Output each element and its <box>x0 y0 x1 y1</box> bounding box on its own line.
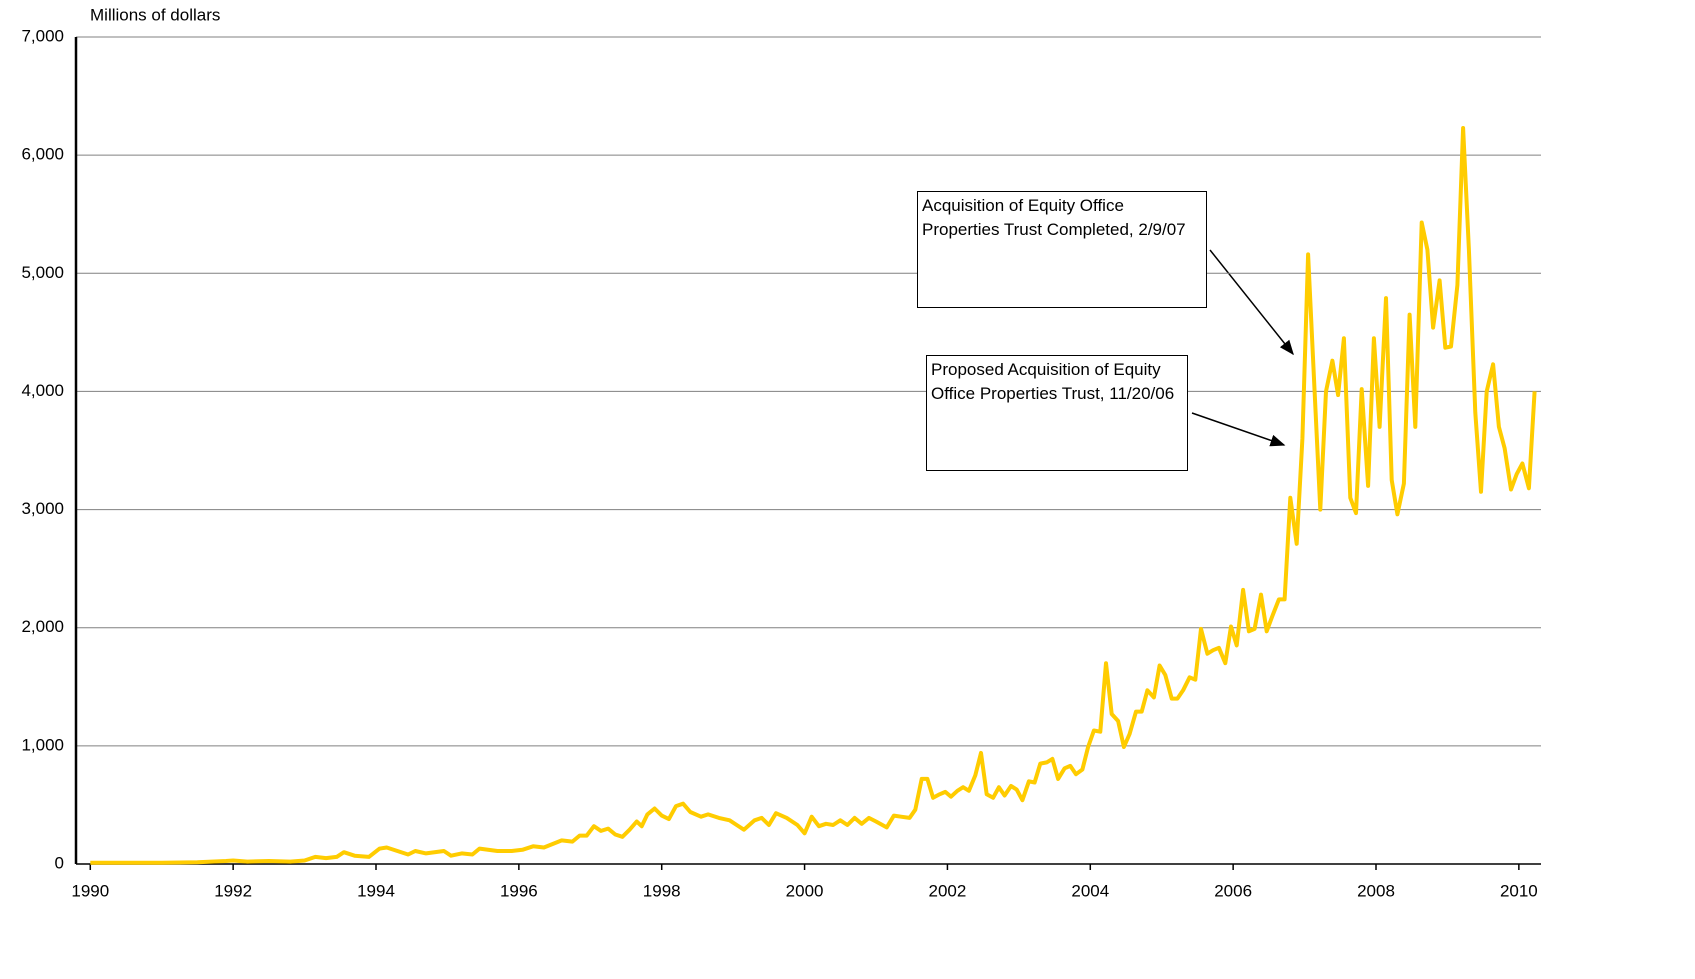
x-tick-label: 2006 <box>1214 881 1252 900</box>
annotation: Proposed Acquisition of Equity Office Pr… <box>926 355 1188 471</box>
x-tick-label: 2008 <box>1357 881 1395 900</box>
y-tick-label: 4,000 <box>21 381 64 400</box>
y-tick-label: 1,000 <box>21 735 64 754</box>
x-tick-label: 1998 <box>643 881 681 900</box>
x-tick-label: 1990 <box>71 881 109 900</box>
y-tick-label: 5,000 <box>21 263 64 282</box>
x-tick-label: 2000 <box>786 881 824 900</box>
x-tick-label: 2004 <box>1071 881 1109 900</box>
x-tick-label: 2010 <box>1500 881 1538 900</box>
x-tick-label: 1994 <box>357 881 395 900</box>
y-tick-label: 7,000 <box>21 26 64 45</box>
y-tick-label: 3,000 <box>21 499 64 518</box>
x-tick-label: 1992 <box>214 881 252 900</box>
data-line <box>90 126 1537 865</box>
x-tick-label: 1996 <box>500 881 538 900</box>
x-tick-label: 2002 <box>929 881 967 900</box>
y-tick-label: 6,000 <box>21 145 64 164</box>
y-tick-label: 0 <box>55 853 64 872</box>
annotation-arrow <box>1191 412 1286 447</box>
y-axis-label: Millions of dollars <box>90 5 220 24</box>
annotation: Acquisition of Equity Office Properties … <box>917 191 1207 308</box>
y-tick-label: 2,000 <box>21 617 64 636</box>
annotation-arrow <box>1209 249 1294 356</box>
